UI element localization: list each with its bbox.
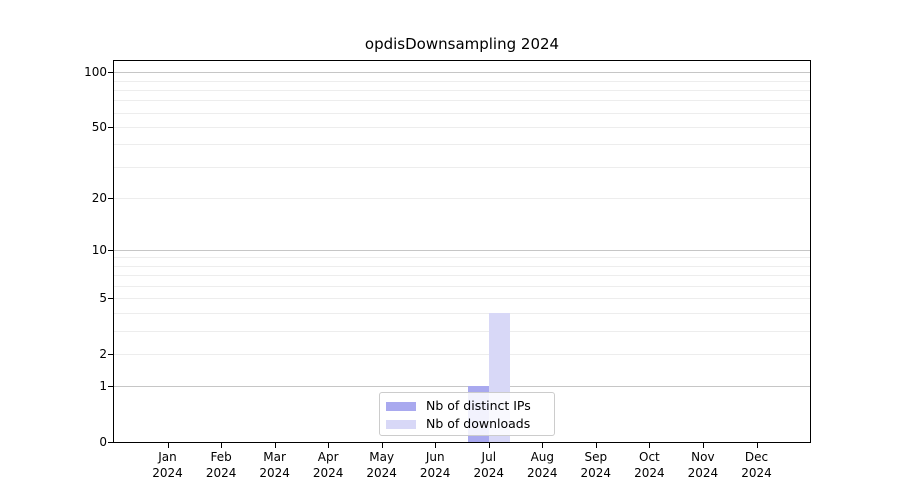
y-tick-mark (108, 249, 113, 251)
y-tick-label: 10 (91, 242, 107, 257)
x-tick-mark (649, 443, 651, 448)
x-tick-line1: Mar (263, 450, 286, 464)
y-tick-label: 1 (99, 379, 107, 394)
legend-swatch-distinct-ips (386, 401, 416, 411)
gridline-minor (114, 298, 810, 300)
gridline-major (114, 386, 810, 388)
legend-entry-distinct-ips: Nb of distinct IPs (386, 397, 554, 415)
x-tick-mark (274, 443, 276, 448)
x-tick-label: Aug 2024 (510, 449, 574, 481)
legend-entry-downloads: Nb of downloads (386, 415, 554, 433)
y-tick-label: 50 (91, 119, 107, 134)
x-tick-line2: 2024 (366, 466, 397, 480)
y-tick-mark (108, 126, 113, 128)
gridline-minor (114, 275, 810, 277)
x-tick-line2: 2024 (634, 466, 665, 480)
y-tick-label: 5 (99, 291, 107, 306)
x-tick-mark (328, 443, 330, 448)
x-tick-label: Jan 2024 (136, 449, 200, 481)
x-tick-mark (221, 443, 223, 448)
x-tick-mark (756, 443, 758, 448)
x-tick-line2: 2024 (259, 466, 290, 480)
gridline-minor (114, 89, 810, 91)
x-tick-mark (167, 443, 169, 448)
x-tick-label: Nov 2024 (671, 449, 735, 481)
gridline-minor (114, 330, 810, 332)
x-tick-line2: 2024 (580, 466, 612, 480)
gridline-minor (114, 257, 810, 259)
x-tick-line2: 2024 (473, 466, 505, 480)
legend-label-distinct-ips: Nb of distinct IPs (426, 398, 531, 413)
x-tick-line1: Sep (584, 450, 608, 464)
x-tick-mark (381, 443, 383, 448)
gridline-minor (114, 166, 810, 168)
plot-area (113, 60, 811, 443)
x-tick-line2: 2024 (419, 466, 451, 480)
y-tick-mark (108, 72, 113, 74)
gridline-minor (114, 80, 810, 82)
y-tick-mark (108, 353, 113, 355)
legend-label-downloads: Nb of downloads (426, 416, 531, 431)
x-tick-line1: Jan (158, 450, 177, 464)
x-tick-line1: Jun (425, 450, 445, 464)
y-tick-mark (108, 386, 113, 388)
gridline-minor (114, 353, 810, 355)
x-tick-label: Jul 2024 (457, 449, 521, 481)
x-tick-line1: Aug (530, 450, 555, 464)
x-tick-label: Mar 2024 (243, 449, 307, 481)
x-tick-line2: 2024 (152, 466, 183, 480)
x-tick-line2: 2024 (205, 466, 237, 480)
x-tick-mark (435, 443, 437, 448)
x-tick-mark (595, 443, 597, 448)
y-tick-label: 2 (99, 346, 107, 361)
x-tick-mark (542, 443, 544, 448)
x-tick-label: Apr 2024 (296, 449, 360, 481)
y-tick-mark (108, 298, 113, 300)
x-tick-line1: Dec (744, 450, 769, 464)
gridline-minor (114, 198, 810, 199)
x-tick-line1: Apr (317, 450, 339, 464)
x-tick-label: May 2024 (350, 449, 414, 481)
x-tick-label: Oct 2024 (617, 449, 681, 481)
x-tick-label: Dec 2024 (725, 449, 789, 481)
x-tick-label: Sep 2024 (564, 449, 628, 481)
gridline-minor (114, 313, 810, 314)
y-tick-mark (108, 442, 113, 443)
chart-title: opdisDownsampling 2024 (364, 35, 560, 53)
x-tick-line1: Oct (639, 450, 660, 464)
x-tick-label: Jun 2024 (403, 449, 467, 481)
gridline-minor (114, 265, 810, 267)
gridline-minor (114, 112, 810, 114)
legend-swatch-downloads (386, 419, 416, 429)
y-tick-mark (108, 198, 113, 199)
gridline-minor (114, 286, 810, 287)
x-tick-line2: 2024 (741, 466, 772, 480)
x-tick-mark (488, 443, 490, 448)
x-tick-line2: 2024 (527, 466, 558, 480)
gridline-minor (114, 100, 810, 102)
x-tick-line1: Nov (691, 450, 715, 464)
x-tick-line2: 2024 (687, 466, 719, 480)
x-tick-line1: Jul (481, 450, 497, 464)
gridline-minor (114, 144, 810, 146)
legend: Nb of distinct IPs Nb of downloads (379, 392, 555, 436)
x-tick-line1: Feb (210, 450, 232, 464)
y-tick-label: 20 (91, 191, 107, 205)
gridline-major (114, 72, 810, 74)
y-tick-label: 100 (84, 65, 107, 80)
x-tick-label: Feb 2024 (189, 449, 253, 481)
x-tick-line1: May (369, 450, 395, 464)
x-tick-line2: 2024 (312, 466, 344, 480)
y-tick-label: 0 (99, 435, 107, 449)
gridline-major (114, 249, 810, 251)
gridline-minor (114, 126, 810, 128)
x-tick-mark (702, 443, 704, 448)
